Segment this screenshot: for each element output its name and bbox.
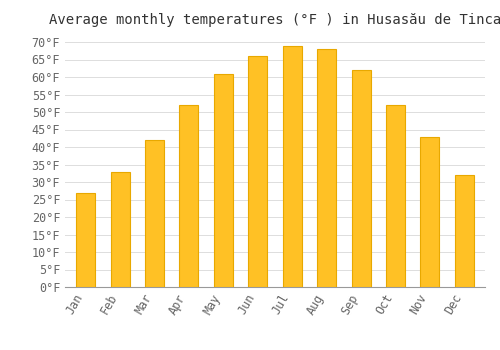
Bar: [420, 136, 440, 287]
Bar: [248, 56, 268, 287]
Bar: [282, 46, 302, 287]
Title: Average monthly temperatures (°F ) in Husasău de Tinca: Average monthly temperatures (°F ) in Hu…: [49, 13, 500, 27]
Bar: [386, 105, 405, 287]
Bar: [76, 193, 95, 287]
Bar: [317, 49, 336, 287]
Bar: [352, 70, 370, 287]
Bar: [214, 74, 233, 287]
Bar: [455, 175, 474, 287]
Bar: [145, 140, 164, 287]
Bar: [180, 105, 199, 287]
Bar: [110, 172, 130, 287]
